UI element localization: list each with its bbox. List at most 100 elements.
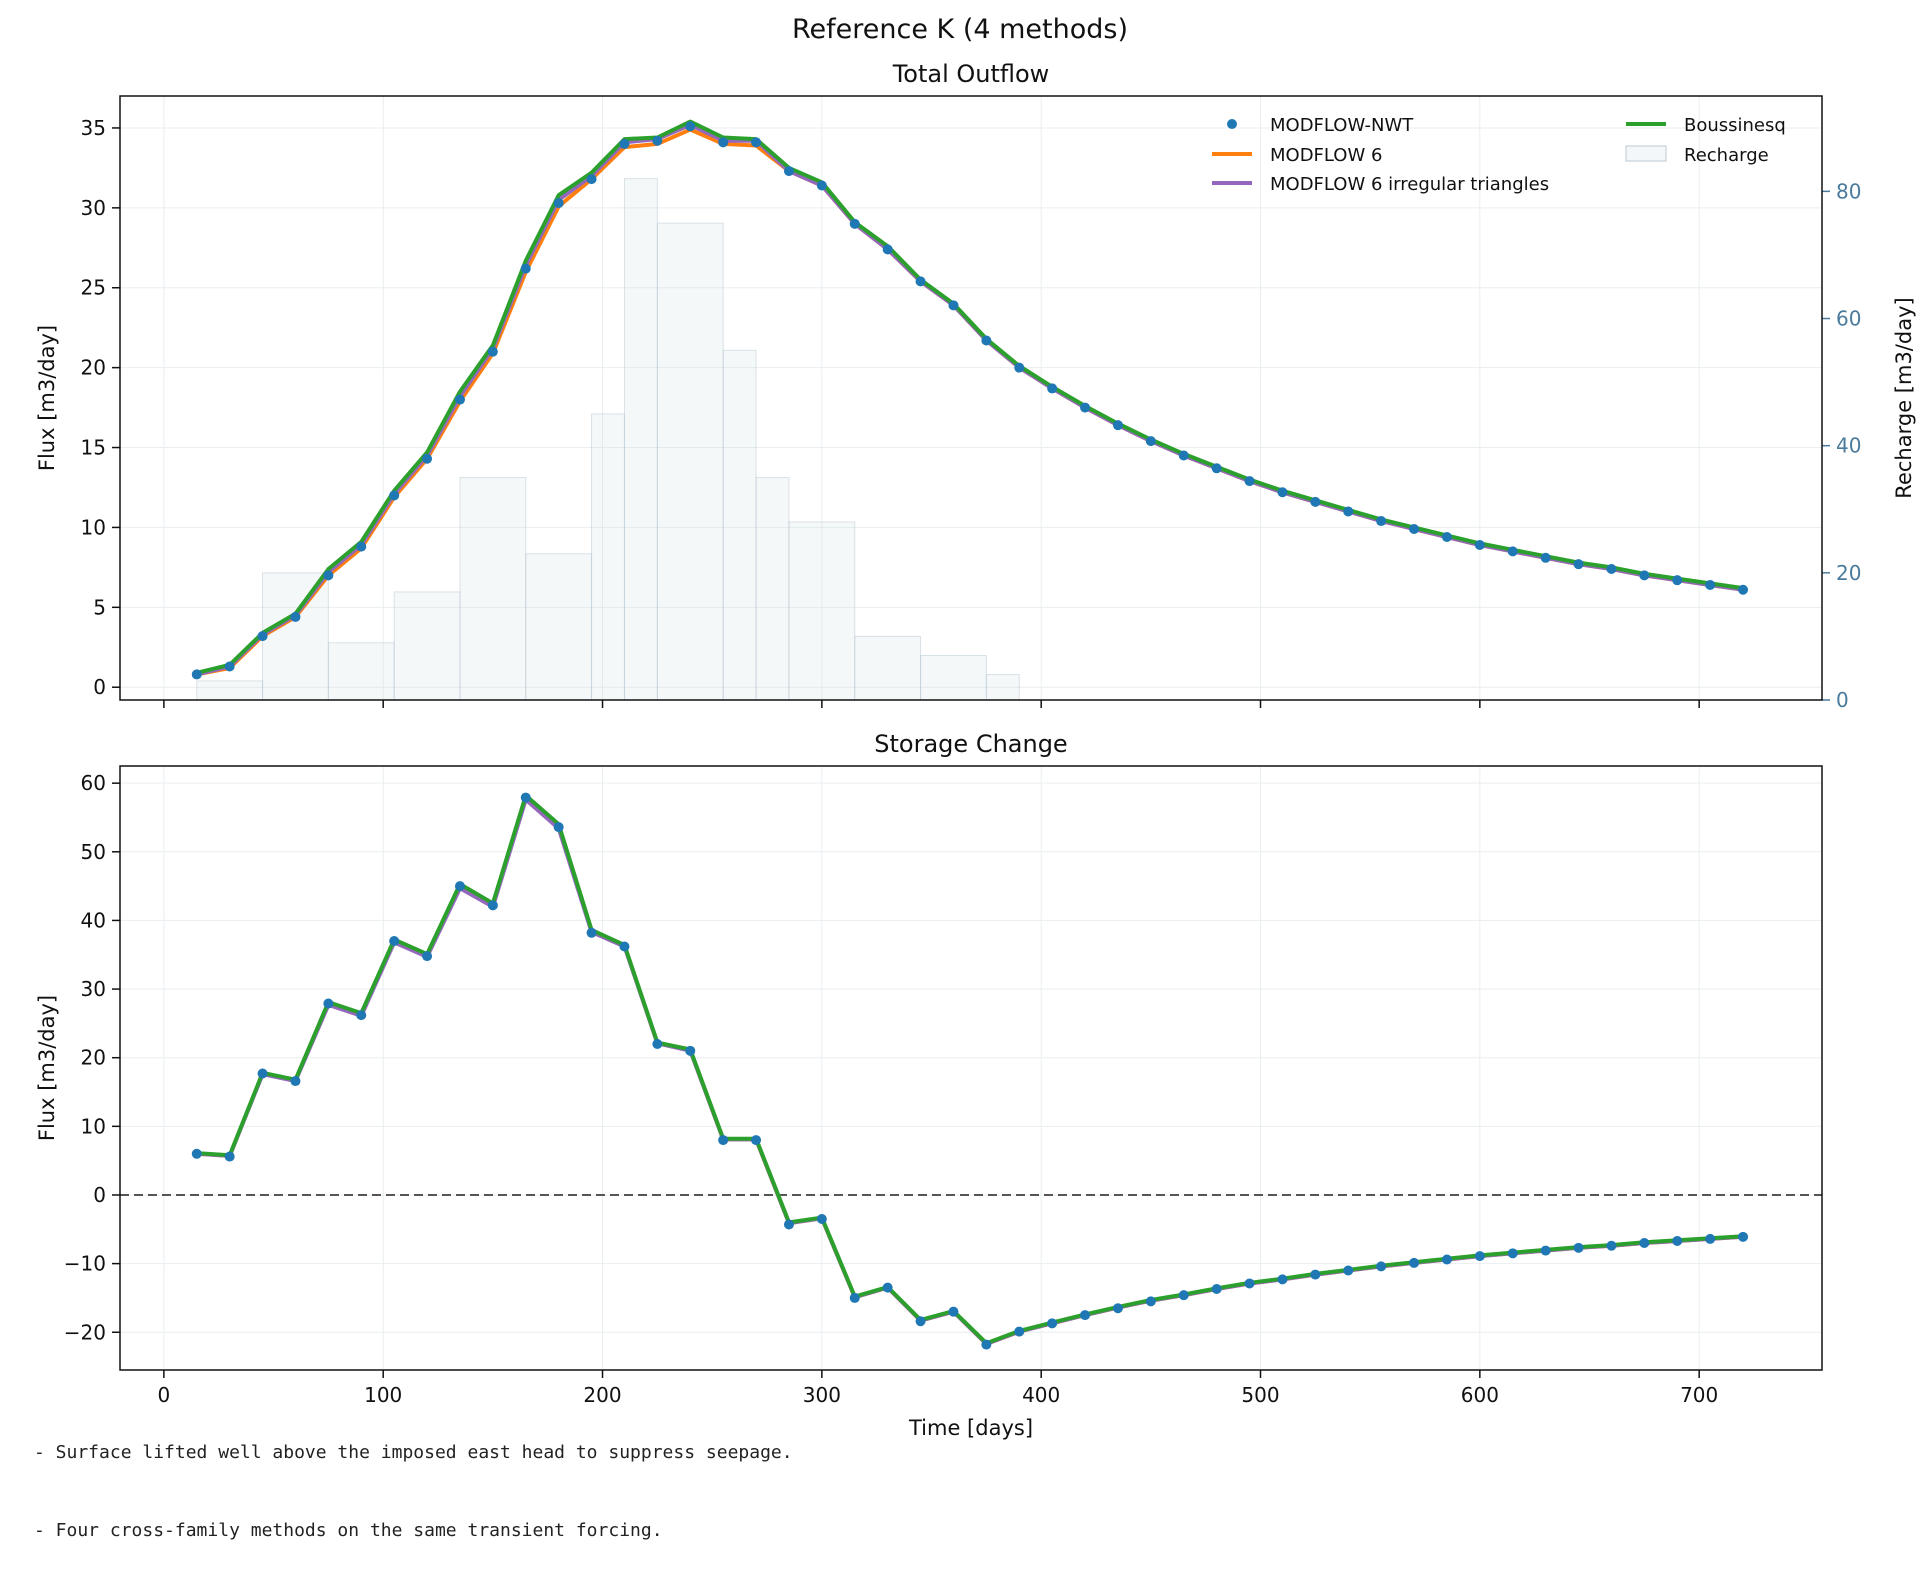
data-point-nwt <box>915 1316 926 1327</box>
y-tick-label: −20 <box>64 1320 106 1344</box>
y2-tick-label: 60 <box>1836 307 1861 331</box>
data-point-nwt <box>1014 362 1025 373</box>
data-point-nwt <box>685 121 696 132</box>
data-point-nwt <box>323 998 334 1009</box>
data-point-nwt <box>948 1306 959 1317</box>
data-point-nwt <box>1441 1254 1452 1265</box>
data-point-nwt <box>1573 1242 1584 1253</box>
data-point-nwt <box>454 881 465 892</box>
recharge-bar <box>722 349 757 701</box>
data-point-nwt <box>882 1282 893 1293</box>
recharge-bar <box>755 476 790 701</box>
y-tick-label: 0 <box>93 1183 106 1207</box>
data-point-nwt <box>389 936 400 947</box>
data-point-nwt <box>1540 552 1551 563</box>
data-point-nwt <box>1376 1261 1387 1272</box>
legend: MODFLOW-NWT MODFLOW 6 MODFLOW 6 irregular … <box>1212 115 1786 195</box>
data-point-nwt <box>389 490 400 501</box>
x-tick-label: 700 <box>1680 1383 1718 1407</box>
y-tick-label: 25 <box>81 276 106 300</box>
y-tick-label: 30 <box>81 977 106 1001</box>
x-tick-label: 500 <box>1241 1383 1279 1407</box>
data-point-nwt <box>290 611 301 622</box>
y-axis-label: Flux [m3/day] <box>35 995 59 1141</box>
legend-marker-nwt <box>1227 119 1237 129</box>
legend-swatch-recharge <box>1625 145 1667 162</box>
y-tick-label: 30 <box>81 196 106 220</box>
data-point-nwt <box>783 1219 794 1230</box>
legend-label: Boussinesq <box>1684 115 1786 136</box>
figure-title: Reference K (4 methods) <box>792 14 1128 45</box>
data-point-nwt <box>586 927 597 938</box>
data-point-nwt <box>751 1135 762 1146</box>
data-point-nwt <box>323 570 334 581</box>
data-point-nwt <box>619 941 630 952</box>
y2-tick-label: 40 <box>1836 434 1861 458</box>
data-point-nwt <box>1277 487 1288 498</box>
data-point-nwt <box>1639 1238 1650 1249</box>
y-tick-label: −10 <box>64 1252 106 1276</box>
y2-tick-label: 0 <box>1836 688 1849 712</box>
data-point-nwt <box>1211 463 1222 474</box>
recharge-bar <box>854 635 922 701</box>
recharge-bar <box>525 553 593 701</box>
data-point-nwt <box>1738 1231 1749 1242</box>
plot-frame <box>119 765 1823 1371</box>
data-point-nwt <box>1047 1318 1058 1329</box>
data-point-nwt <box>1474 540 1485 551</box>
recharge-bar <box>985 674 1020 701</box>
x-tick-label: 0 <box>157 1383 170 1407</box>
recharge-bar <box>262 572 329 701</box>
data-point-nwt <box>981 1339 992 1350</box>
data-point-nwt <box>915 276 926 287</box>
legend-label: MODFLOW 6 <box>1270 145 1382 166</box>
series-line-boussinesq <box>196 119 1744 675</box>
data-point-nwt <box>191 669 202 680</box>
data-point-nwt <box>1211 1284 1222 1295</box>
data-point-nwt <box>1178 1290 1189 1301</box>
data-point-nwt <box>816 180 827 191</box>
data-point-nwt <box>1244 476 1255 487</box>
data-point-nwt <box>1409 524 1420 535</box>
y-tick-label: 40 <box>81 908 106 932</box>
data-point-nwt <box>356 1010 367 1021</box>
y-tick-label: 20 <box>81 356 106 380</box>
y-tick-label: 10 <box>81 515 106 539</box>
recharge-bar <box>591 413 625 701</box>
data-point-nwt <box>1441 532 1452 543</box>
note-line-1: - Surface lifted well above the imposed … <box>34 1442 793 1463</box>
data-point-nwt <box>1178 450 1189 461</box>
data-point-nwt <box>1606 1240 1617 1251</box>
figure: Reference K (4 methods) 0 20 40 60 80 Recharg… <box>35 14 1916 1440</box>
y-tick-label: 15 <box>81 436 106 460</box>
data-point-nwt <box>619 138 630 149</box>
data-point-nwt <box>652 1038 663 1049</box>
data-point-nwt <box>1080 1310 1091 1321</box>
data-point-nwt <box>1705 579 1716 590</box>
data-point-nwt <box>1376 516 1387 527</box>
data-point-nwt <box>257 631 268 642</box>
data-point-nwt <box>1474 1251 1485 1262</box>
x-tick-label: 100 <box>364 1383 402 1407</box>
data-point-nwt <box>224 1151 235 1162</box>
data-point-nwt <box>1244 1278 1255 1289</box>
recharge-bar <box>920 654 987 701</box>
recharge-bar <box>623 178 658 701</box>
y2-axis-label: Recharge [m3/day] <box>1892 297 1916 498</box>
data-point-nwt <box>882 244 893 255</box>
data-point-nwt <box>1014 1326 1025 1337</box>
data-point-nwt <box>553 198 564 209</box>
legend-label-recharge: Recharge <box>1684 145 1769 166</box>
data-point-nwt <box>1080 402 1091 413</box>
data-point-nwt <box>849 218 860 229</box>
data-point-nwt <box>290 1076 301 1087</box>
data-point-nwt <box>1277 1274 1288 1285</box>
x-axis-label: Time [days] <box>908 1416 1033 1440</box>
data-point-nwt <box>454 394 465 405</box>
data-point-nwt <box>191 1148 202 1159</box>
data-point-nwt <box>487 346 498 357</box>
x-tick-label: 600 <box>1461 1383 1499 1407</box>
panel-title: Total Outflow <box>892 60 1050 88</box>
y-tick-label: 10 <box>81 1114 106 1138</box>
